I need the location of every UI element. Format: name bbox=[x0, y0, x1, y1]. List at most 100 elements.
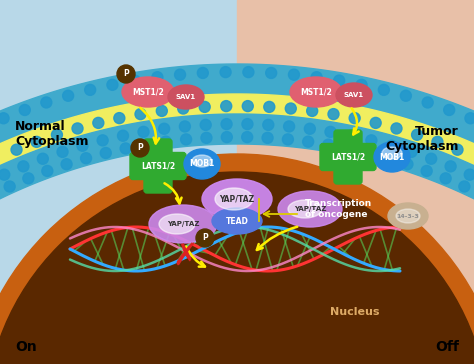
Circle shape bbox=[31, 136, 42, 147]
Text: Off: Off bbox=[435, 340, 459, 354]
Circle shape bbox=[242, 132, 253, 143]
Circle shape bbox=[11, 144, 22, 155]
Circle shape bbox=[140, 139, 151, 150]
Circle shape bbox=[349, 112, 360, 124]
Circle shape bbox=[174, 69, 185, 80]
Circle shape bbox=[445, 161, 456, 172]
Ellipse shape bbox=[159, 214, 195, 234]
Text: Nucleus: Nucleus bbox=[330, 307, 380, 317]
Text: Tumor
Cytoplasm: Tumor Cytoplasm bbox=[385, 125, 459, 153]
Text: LATS1/2: LATS1/2 bbox=[331, 153, 365, 162]
Ellipse shape bbox=[382, 147, 402, 159]
Circle shape bbox=[283, 134, 293, 145]
Circle shape bbox=[221, 132, 232, 143]
Circle shape bbox=[391, 123, 402, 134]
Ellipse shape bbox=[168, 85, 204, 109]
Circle shape bbox=[120, 143, 131, 154]
Ellipse shape bbox=[122, 77, 174, 107]
Circle shape bbox=[328, 108, 339, 120]
Ellipse shape bbox=[336, 83, 372, 107]
Text: YAP/TAZ: YAP/TAZ bbox=[219, 194, 255, 203]
Text: MOB1: MOB1 bbox=[190, 159, 215, 169]
FancyBboxPatch shape bbox=[334, 130, 362, 184]
Text: P: P bbox=[123, 70, 129, 79]
Circle shape bbox=[220, 67, 231, 78]
Text: Normal
Cytoplasm: Normal Cytoplasm bbox=[15, 120, 89, 148]
Circle shape bbox=[93, 117, 104, 128]
Text: P: P bbox=[202, 233, 208, 242]
Circle shape bbox=[159, 123, 170, 134]
Circle shape bbox=[343, 143, 354, 154]
Bar bbox=[237, 0, 474, 364]
Circle shape bbox=[196, 229, 214, 247]
Polygon shape bbox=[0, 94, 474, 364]
Circle shape bbox=[262, 132, 273, 143]
Circle shape bbox=[370, 117, 381, 128]
Text: SAV1: SAV1 bbox=[344, 92, 364, 98]
Circle shape bbox=[19, 104, 30, 115]
Circle shape bbox=[117, 65, 135, 83]
Circle shape bbox=[85, 84, 96, 95]
Polygon shape bbox=[0, 64, 474, 364]
Circle shape bbox=[23, 173, 34, 184]
Ellipse shape bbox=[149, 205, 217, 243]
Circle shape bbox=[363, 147, 374, 158]
Circle shape bbox=[72, 123, 83, 134]
Ellipse shape bbox=[184, 149, 220, 179]
Circle shape bbox=[57, 146, 68, 157]
Circle shape bbox=[444, 104, 455, 115]
Circle shape bbox=[135, 108, 146, 120]
Circle shape bbox=[0, 154, 474, 364]
Circle shape bbox=[289, 69, 300, 80]
Circle shape bbox=[181, 134, 191, 145]
Circle shape bbox=[285, 103, 296, 114]
Circle shape bbox=[334, 75, 345, 86]
Text: P: P bbox=[137, 143, 143, 153]
Ellipse shape bbox=[388, 203, 428, 229]
Circle shape bbox=[179, 121, 191, 132]
Circle shape bbox=[402, 159, 413, 170]
Text: MOB1: MOB1 bbox=[379, 153, 405, 162]
Text: TEAD: TEAD bbox=[226, 217, 248, 226]
Circle shape bbox=[0, 169, 10, 180]
FancyBboxPatch shape bbox=[130, 153, 186, 179]
Circle shape bbox=[401, 90, 411, 101]
Text: LATS1/2: LATS1/2 bbox=[141, 162, 175, 170]
Text: MST1/2: MST1/2 bbox=[132, 87, 164, 96]
Bar bbox=[0, 0, 237, 364]
FancyBboxPatch shape bbox=[320, 143, 376, 170]
Circle shape bbox=[18, 161, 29, 172]
Circle shape bbox=[97, 135, 108, 146]
Circle shape bbox=[464, 169, 474, 180]
Circle shape bbox=[114, 112, 125, 124]
Circle shape bbox=[4, 181, 15, 192]
Circle shape bbox=[0, 113, 9, 124]
Ellipse shape bbox=[202, 179, 272, 219]
Ellipse shape bbox=[374, 142, 410, 172]
Circle shape bbox=[107, 79, 118, 90]
Polygon shape bbox=[0, 114, 474, 364]
Circle shape bbox=[325, 126, 336, 137]
Text: YAP/TAZ: YAP/TAZ bbox=[294, 206, 326, 212]
Text: SAV1: SAV1 bbox=[176, 94, 196, 100]
Circle shape bbox=[346, 130, 356, 141]
Circle shape bbox=[323, 139, 334, 150]
Circle shape bbox=[311, 72, 322, 83]
Text: 14-3-3: 14-3-3 bbox=[397, 214, 419, 218]
Circle shape bbox=[221, 119, 232, 130]
Circle shape bbox=[266, 67, 277, 79]
Circle shape bbox=[81, 153, 91, 164]
Circle shape bbox=[307, 106, 318, 116]
Circle shape bbox=[200, 119, 211, 130]
Circle shape bbox=[422, 97, 433, 108]
Circle shape bbox=[452, 144, 463, 155]
Circle shape bbox=[440, 173, 451, 184]
Circle shape bbox=[197, 67, 208, 79]
Circle shape bbox=[263, 119, 274, 130]
Circle shape bbox=[152, 72, 163, 83]
Ellipse shape bbox=[213, 207, 249, 231]
Ellipse shape bbox=[215, 188, 253, 210]
Circle shape bbox=[366, 135, 377, 146]
Circle shape bbox=[221, 100, 232, 112]
Circle shape bbox=[201, 132, 212, 143]
